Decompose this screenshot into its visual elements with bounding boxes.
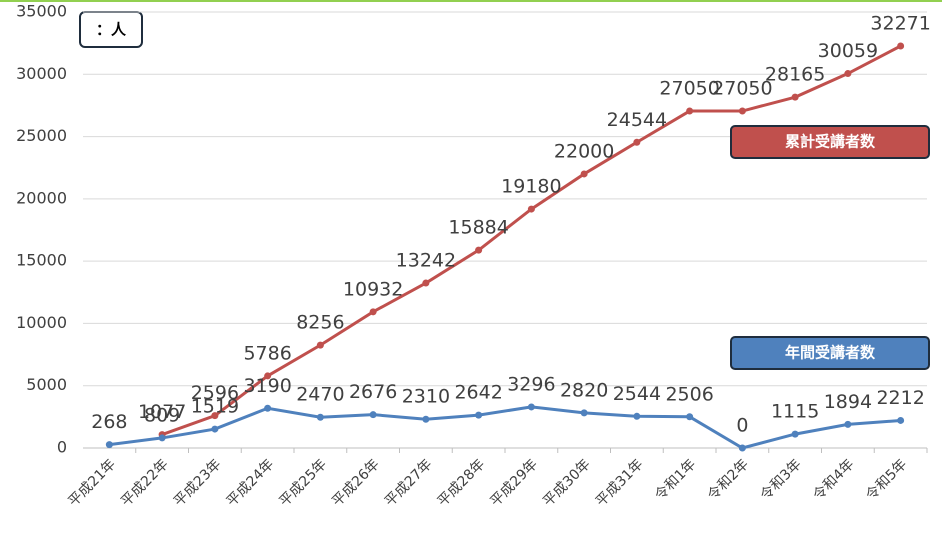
data-label: 30059 (818, 40, 878, 62)
data-label: 1519 (191, 396, 239, 418)
data-label: 32271 (870, 12, 930, 34)
y-tick-label: 30000 (16, 64, 67, 83)
data-label: 10932 (343, 278, 403, 300)
data-label: 8256 (296, 312, 344, 334)
data-point (316, 341, 324, 349)
data-point (738, 444, 746, 452)
data-label: 1077 (138, 401, 186, 423)
unit-label: ：人 (96, 21, 127, 39)
data-label: 2596 (191, 382, 239, 404)
data-point (580, 409, 588, 417)
y-tick-label: 15000 (16, 251, 67, 270)
data-point (791, 430, 799, 438)
data-label: 15884 (448, 217, 508, 239)
data-label: 2310 (402, 386, 450, 408)
data-label: 27050 (712, 78, 772, 100)
data-point (844, 70, 852, 78)
data-label: 1115 (771, 401, 819, 423)
data-point (264, 372, 272, 380)
data-label: 24544 (607, 109, 667, 131)
legend-box (730, 125, 930, 159)
data-point (475, 411, 483, 419)
data-label: 3296 (507, 373, 555, 395)
data-point (475, 246, 483, 254)
data-point (686, 107, 694, 115)
data-label: 268 (91, 411, 127, 433)
data-point (897, 42, 905, 50)
data-point (686, 413, 694, 421)
legend-label: 年間受講者数 (785, 344, 876, 362)
data-label: 22000 (554, 140, 614, 162)
data-label: 2470 (296, 384, 344, 406)
data-label: 2506 (665, 383, 713, 405)
series-line (109, 405, 901, 450)
data-label: 2212 (876, 387, 924, 409)
y-tick-label: 35000 (16, 2, 67, 21)
data-point (422, 415, 430, 423)
data-point (316, 413, 324, 421)
data-point (211, 412, 219, 420)
data-point (633, 138, 641, 146)
data-point (633, 412, 641, 420)
data-point (422, 279, 430, 287)
y-tick-label: 0 (57, 438, 67, 457)
data-label: 19180 (501, 176, 561, 198)
data-point (527, 403, 535, 411)
data-point (844, 420, 852, 428)
data-point (791, 93, 799, 101)
data-label: 2544 (613, 383, 661, 405)
data-label: 27050 (659, 78, 719, 100)
data-label: 13242 (396, 250, 456, 272)
data-point (369, 308, 377, 316)
y-tick-label: 20000 (16, 188, 67, 207)
y-tick-label: 5000 (26, 375, 67, 394)
data-point (369, 411, 377, 419)
data-label: 0 (736, 415, 748, 437)
y-tick-label: 25000 (16, 126, 67, 145)
data-label: 2642 (454, 382, 502, 404)
legend-box (730, 336, 930, 370)
y-tick-label: 10000 (16, 313, 67, 332)
data-label: 2676 (349, 381, 397, 403)
data-label: 809 (144, 404, 180, 426)
data-point (897, 416, 905, 424)
data-point (158, 434, 166, 442)
data-label: 5786 (243, 342, 291, 364)
legend-label: 累計受講者数 (785, 133, 876, 151)
data-point (738, 107, 746, 115)
data-label: 1894 (824, 391, 872, 413)
data-label: 28165 (765, 64, 825, 86)
data-point (105, 441, 113, 449)
data-point (264, 404, 272, 412)
data-point (527, 205, 535, 213)
data-point (211, 425, 219, 433)
data-label: 2820 (560, 379, 608, 401)
data-point (580, 170, 588, 178)
data-label: 3190 (243, 375, 291, 397)
